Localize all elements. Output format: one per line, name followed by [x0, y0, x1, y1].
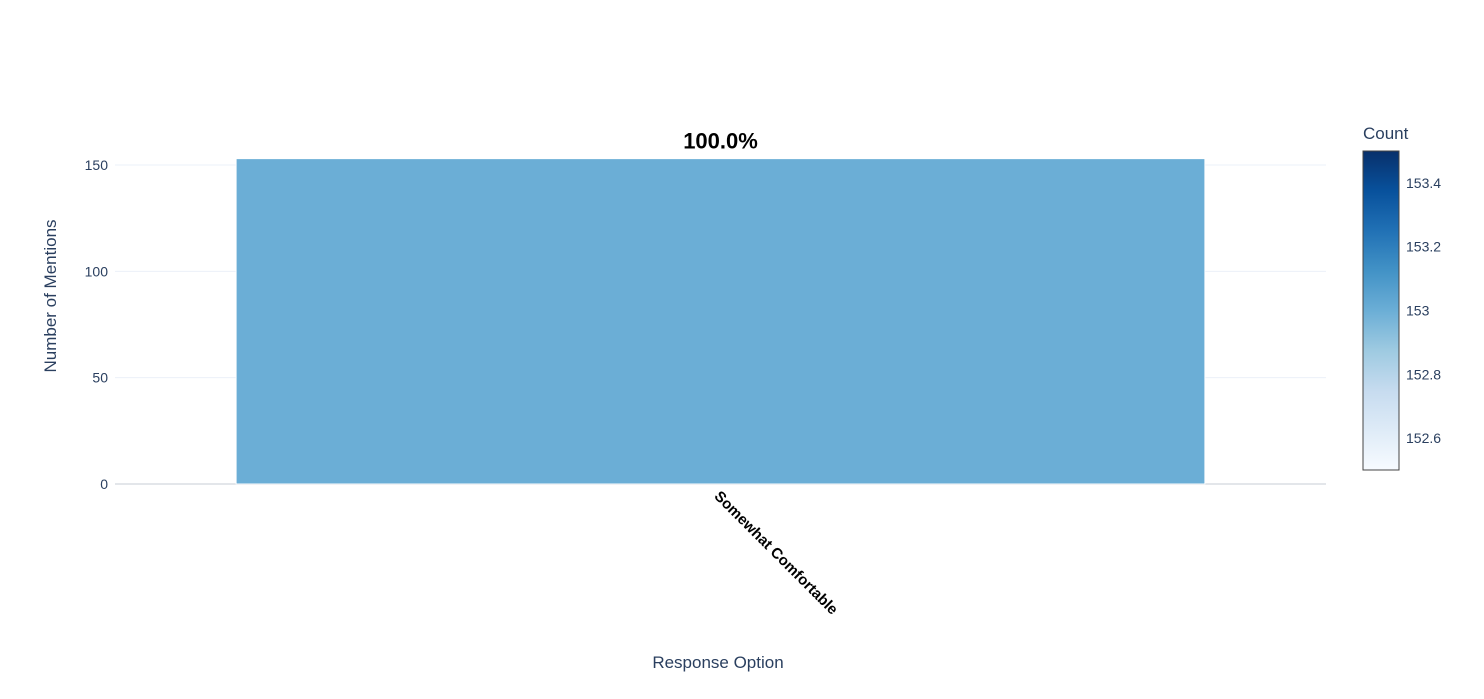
colorbar: Count 152.6 152.8 153 153.2 153.4	[1362, 124, 1441, 471]
y-tick-label: 0	[100, 476, 108, 492]
colorbar-title: Count	[1363, 124, 1409, 143]
colorbar-tick-label: 153.4	[1406, 175, 1441, 191]
bar-data-label: 100.0%	[683, 129, 758, 154]
bar[interactable]	[235, 158, 1206, 485]
colorbar-tick-label: 152.8	[1406, 366, 1441, 382]
y-tick-label: 150	[85, 157, 109, 173]
colorbar-tick-label: 153.2	[1406, 239, 1441, 255]
colorbar-gradient	[1362, 150, 1400, 471]
x-axis-title: Response Option	[652, 653, 783, 672]
colorbar-tick-label: 153	[1406, 303, 1430, 319]
y-axis: 0 50 100 150	[85, 157, 109, 492]
y-tick-label: 50	[92, 370, 108, 386]
x-axis: Somewhat Comfortable	[711, 488, 841, 618]
x-tick-label: Somewhat Comfortable	[711, 488, 841, 618]
bars	[235, 158, 1206, 485]
colorbar-tick-label: 152.6	[1406, 430, 1441, 446]
y-tick-label: 100	[85, 263, 109, 279]
data-labels: 100.0%	[683, 129, 758, 154]
y-axis-title: Number of Mentions	[41, 219, 60, 372]
